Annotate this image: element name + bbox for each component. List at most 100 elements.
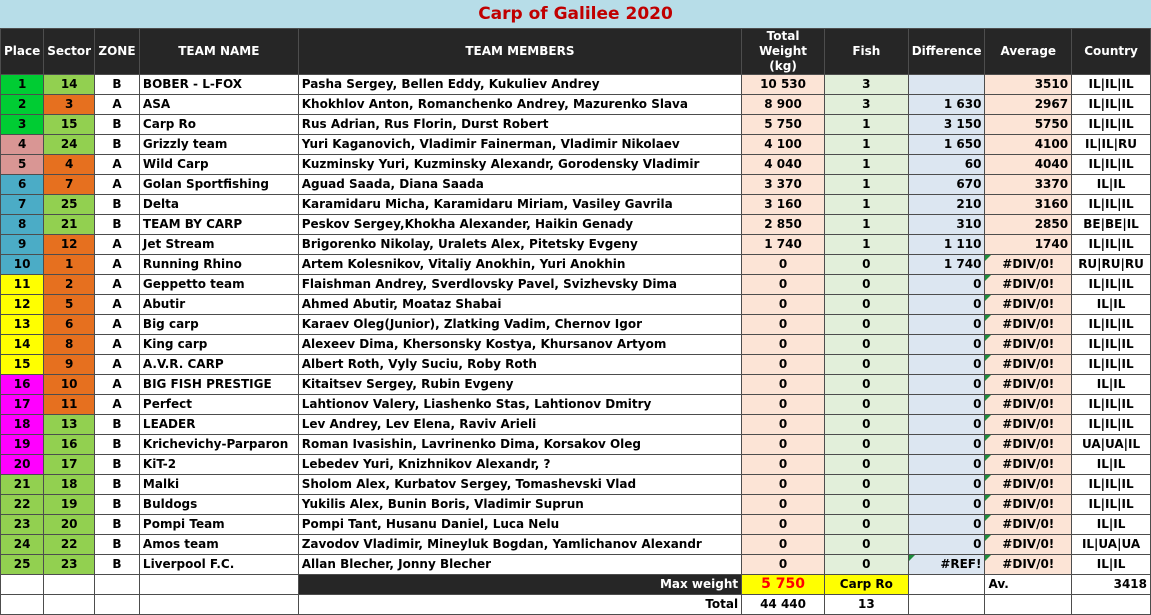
team-members-cell[interactable]: Roman Ivasishin, Lavrinenko Dima, Korsak…	[297, 434, 743, 455]
team-members-cell[interactable]: Lev Andrey, Lev Elena, Raviv Arieli	[297, 414, 743, 435]
difference-cell[interactable]: 0	[907, 414, 986, 435]
team-members-cell[interactable]: Brigorenko Nikolay, Uralets Alex, Pitets…	[297, 234, 743, 255]
sector-cell[interactable]: 2	[43, 274, 96, 295]
header-country[interactable]: Country	[1071, 28, 1151, 75]
zone-cell[interactable]: B	[94, 474, 140, 495]
place-cell[interactable]: 2	[0, 94, 45, 115]
team-name-cell[interactable]: Abutir	[138, 294, 299, 315]
total-weight-cell[interactable]: 0	[741, 434, 825, 455]
team-members-cell[interactable]: Sholom Alex, Kurbatov Sergey, Tomashevsk…	[297, 474, 743, 495]
difference-cell[interactable]: 0	[907, 454, 986, 475]
team-members-cell[interactable]: Lebedev Yuri, Knizhnikov Alexandr, ?	[297, 454, 743, 475]
header-average[interactable]: Average	[984, 28, 1073, 75]
zone-cell[interactable]: B	[94, 514, 140, 535]
total-weight-cell[interactable]: 4 100	[741, 134, 825, 155]
fish-cell[interactable]: 0	[824, 474, 909, 495]
team-name-cell[interactable]: BOBER - L-FOX	[138, 74, 299, 95]
team-name-cell[interactable]: ASA	[138, 94, 299, 115]
difference-cell[interactable]: #REF!	[907, 554, 986, 575]
difference-cell[interactable]: 0	[907, 274, 986, 295]
sector-cell[interactable]: 20	[43, 514, 96, 535]
team-members-cell[interactable]: Rus Adrian, Rus Florin, Durst Robert	[297, 114, 743, 135]
country-cell[interactable]: IL|IL	[1071, 514, 1151, 535]
zone-cell[interactable]: A	[94, 154, 140, 175]
team-members-cell[interactable]: Pasha Sergey, Bellen Eddy, Kukuliev Andr…	[297, 74, 743, 95]
header-total-weight[interactable]: Total Weight (kg)	[741, 28, 825, 75]
country-cell[interactable]: IL|IL|IL	[1071, 414, 1151, 435]
country-cell[interactable]: IL|IL|IL	[1071, 394, 1151, 415]
team-members-cell[interactable]: Karamidaru Micha, Karamidaru Miriam, Vas…	[297, 194, 743, 215]
header-fish[interactable]: Fish	[824, 28, 909, 75]
fish-cell[interactable]: 0	[824, 554, 909, 575]
country-cell[interactable]: IL|IL|IL	[1071, 274, 1151, 295]
team-members-cell[interactable]: Lahtionov Valery, Liashenko Stas, Lahtio…	[297, 394, 743, 415]
country-cell[interactable]: IL|IL|IL	[1071, 494, 1151, 515]
average-cell[interactable]: 1740	[984, 234, 1073, 255]
place-cell[interactable]: 5	[0, 154, 45, 175]
place-cell[interactable]: 8	[0, 214, 45, 235]
sector-cell[interactable]: 1	[43, 254, 96, 275]
difference-cell[interactable]: 310	[907, 214, 986, 235]
sector-cell[interactable]: 5	[43, 294, 96, 315]
fish-cell[interactable]: 0	[824, 334, 909, 355]
fish-cell[interactable]: 0	[824, 434, 909, 455]
sector-cell[interactable]: 15	[43, 114, 96, 135]
zone-cell[interactable]: A	[94, 334, 140, 355]
sector-cell[interactable]: 8	[43, 334, 96, 355]
place-cell[interactable]: 16	[0, 374, 45, 395]
zone-cell[interactable]: B	[94, 194, 140, 215]
country-cell[interactable]: BE|BE|IL	[1071, 214, 1151, 235]
country-cell[interactable]: IL|IL|IL	[1071, 94, 1151, 115]
fish-cell[interactable]: 3	[824, 74, 909, 95]
total-weight-cell[interactable]: 10 530	[741, 74, 825, 95]
difference-cell[interactable]: 1 630	[907, 94, 986, 115]
team-name-cell[interactable]: Geppetto team	[138, 274, 299, 295]
fish-cell[interactable]: 3	[824, 94, 909, 115]
team-members-cell[interactable]: Zavodov Vladimir, Mineyluk Bogdan, Yamli…	[297, 534, 743, 555]
max-weight-value[interactable]: 5 750	[741, 574, 825, 595]
fish-cell[interactable]: 0	[824, 394, 909, 415]
country-cell[interactable]: IL|IL|IL	[1071, 114, 1151, 135]
average-cell[interactable]: 3370	[984, 174, 1073, 195]
place-cell[interactable]: 17	[0, 394, 45, 415]
sector-cell[interactable]: 22	[43, 534, 96, 555]
place-cell[interactable]: 24	[0, 534, 45, 555]
empty-cell[interactable]	[0, 574, 45, 595]
fish-cell[interactable]: 1	[824, 174, 909, 195]
team-members-cell[interactable]: Allan Blecher, Jonny Blecher	[297, 554, 743, 575]
header-zone[interactable]: ZONE	[94, 28, 140, 75]
total-weight-cell[interactable]: 0	[741, 514, 825, 535]
place-cell[interactable]: 22	[0, 494, 45, 515]
total-weight-cell[interactable]: 0	[741, 374, 825, 395]
empty-cell[interactable]	[43, 574, 96, 595]
difference-cell[interactable]: 1 650	[907, 134, 986, 155]
fish-cell[interactable]: 0	[824, 454, 909, 475]
country-cell[interactable]: RU|RU|RU	[1071, 254, 1151, 275]
sector-cell[interactable]: 9	[43, 354, 96, 375]
max-weight-label[interactable]: Max weight	[297, 574, 743, 595]
difference-cell[interactable]: 0	[907, 394, 986, 415]
team-members-cell[interactable]: Ahmed Abutir, Moataz Shabai	[297, 294, 743, 315]
total-weight-cell[interactable]: 4 040	[741, 154, 825, 175]
difference-cell[interactable]: 1 110	[907, 234, 986, 255]
total-label[interactable]: Total	[297, 594, 743, 615]
difference-cell[interactable]: 0	[907, 474, 986, 495]
country-cell[interactable]: IL|UA|UA	[1071, 534, 1151, 555]
zone-cell[interactable]: B	[94, 434, 140, 455]
team-members-cell[interactable]: Kuzminsky Yuri, Kuzminsky Alexandr, Goro…	[297, 154, 743, 175]
empty-cell[interactable]	[94, 574, 140, 595]
country-cell[interactable]: IL|IL	[1071, 174, 1151, 195]
team-name-cell[interactable]: Jet Stream	[138, 234, 299, 255]
total-weight-cell[interactable]: 0	[741, 294, 825, 315]
team-name-cell[interactable]: Liverpool F.C.	[138, 554, 299, 575]
fish-cell[interactable]: 0	[824, 514, 909, 535]
country-cell[interactable]: IL|IL|IL	[1071, 354, 1151, 375]
average-cell[interactable]: #DIV/0!	[984, 294, 1073, 315]
country-cell[interactable]: IL|IL	[1071, 374, 1151, 395]
average-cell[interactable]: 3160	[984, 194, 1073, 215]
empty-cell[interactable]	[1071, 594, 1151, 615]
fish-cell[interactable]: 0	[824, 414, 909, 435]
header-place[interactable]: Place	[0, 28, 45, 75]
total-weight-cell[interactable]: 0	[741, 354, 825, 375]
sector-cell[interactable]: 10	[43, 374, 96, 395]
